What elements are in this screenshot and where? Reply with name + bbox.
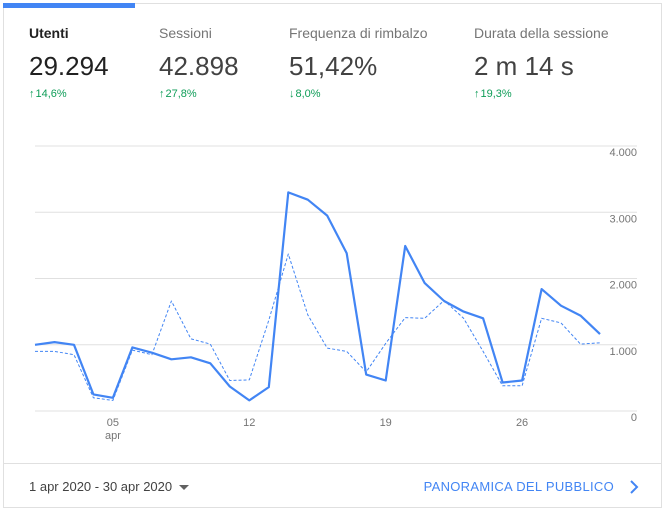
- arrow-up-icon: ↑: [29, 88, 35, 100]
- chevron-right-icon[interactable]: [628, 479, 640, 495]
- audience-overview-link[interactable]: PANORAMICA DEL PUBBLICO: [423, 479, 614, 494]
- arrow-down-icon: ↓: [289, 88, 295, 100]
- metric-value: 29.294: [29, 51, 109, 81]
- metric-label: Frequenza di rimbalzo: [289, 25, 428, 41]
- metric-delta: ↑19,3%: [474, 88, 512, 100]
- series-line-current-period: [34, 191, 601, 402]
- y-tick-label: 0: [631, 412, 637, 424]
- x-tick-label: 26: [516, 417, 528, 429]
- metric-delta: ↑27,8%: [159, 88, 197, 100]
- arrow-up-icon: ↑: [159, 88, 165, 100]
- metric-value: 51,42%: [289, 51, 378, 81]
- metric-label: Sessioni: [159, 25, 212, 41]
- x-tick-label: 05: [107, 417, 119, 429]
- metric-bounce-rate[interactable]: Frequenza di rimbalzo 51,42% ↓8,0%: [289, 24, 428, 100]
- metric-value: 42.898: [159, 51, 239, 81]
- metric-label: Utenti: [29, 25, 69, 41]
- metric-delta: ↓8,0%: [289, 88, 321, 100]
- y-tick-label: 2.000: [609, 280, 637, 292]
- x-tick-label: 12: [243, 417, 255, 429]
- metric-session-duration[interactable]: Durata della sessione 2 m 14 s ↑19,3%: [474, 24, 609, 100]
- arrow-up-icon: ↑: [474, 88, 480, 100]
- caret-down-icon: [179, 485, 190, 491]
- date-range-label: 1 apr 2020 - 30 apr 2020: [29, 479, 173, 494]
- metric-value: 2 m 14 s: [474, 51, 574, 81]
- audience-overview-card: [3, 3, 662, 508]
- y-tick-label: 3.000: [609, 213, 637, 225]
- metric-sessions[interactable]: Sessioni 42.898 ↑27,8%: [159, 24, 239, 100]
- footer-divider: [3, 463, 662, 464]
- y-tick-label: 4.000: [609, 147, 637, 159]
- metric-delta: ↑14,6%: [29, 88, 67, 100]
- y-tick-label: 1.000: [609, 346, 637, 358]
- active-tab-indicator: [3, 3, 135, 8]
- metric-users[interactable]: Utenti 29.294 ↑14,6%: [29, 24, 109, 100]
- x-tick-sublabel: apr: [105, 430, 121, 442]
- date-range-selector[interactable]: 1 apr 2020 - 30 apr 2020: [29, 479, 190, 495]
- x-tick-label: 19: [380, 417, 392, 429]
- metric-label: Durata della sessione: [474, 25, 609, 41]
